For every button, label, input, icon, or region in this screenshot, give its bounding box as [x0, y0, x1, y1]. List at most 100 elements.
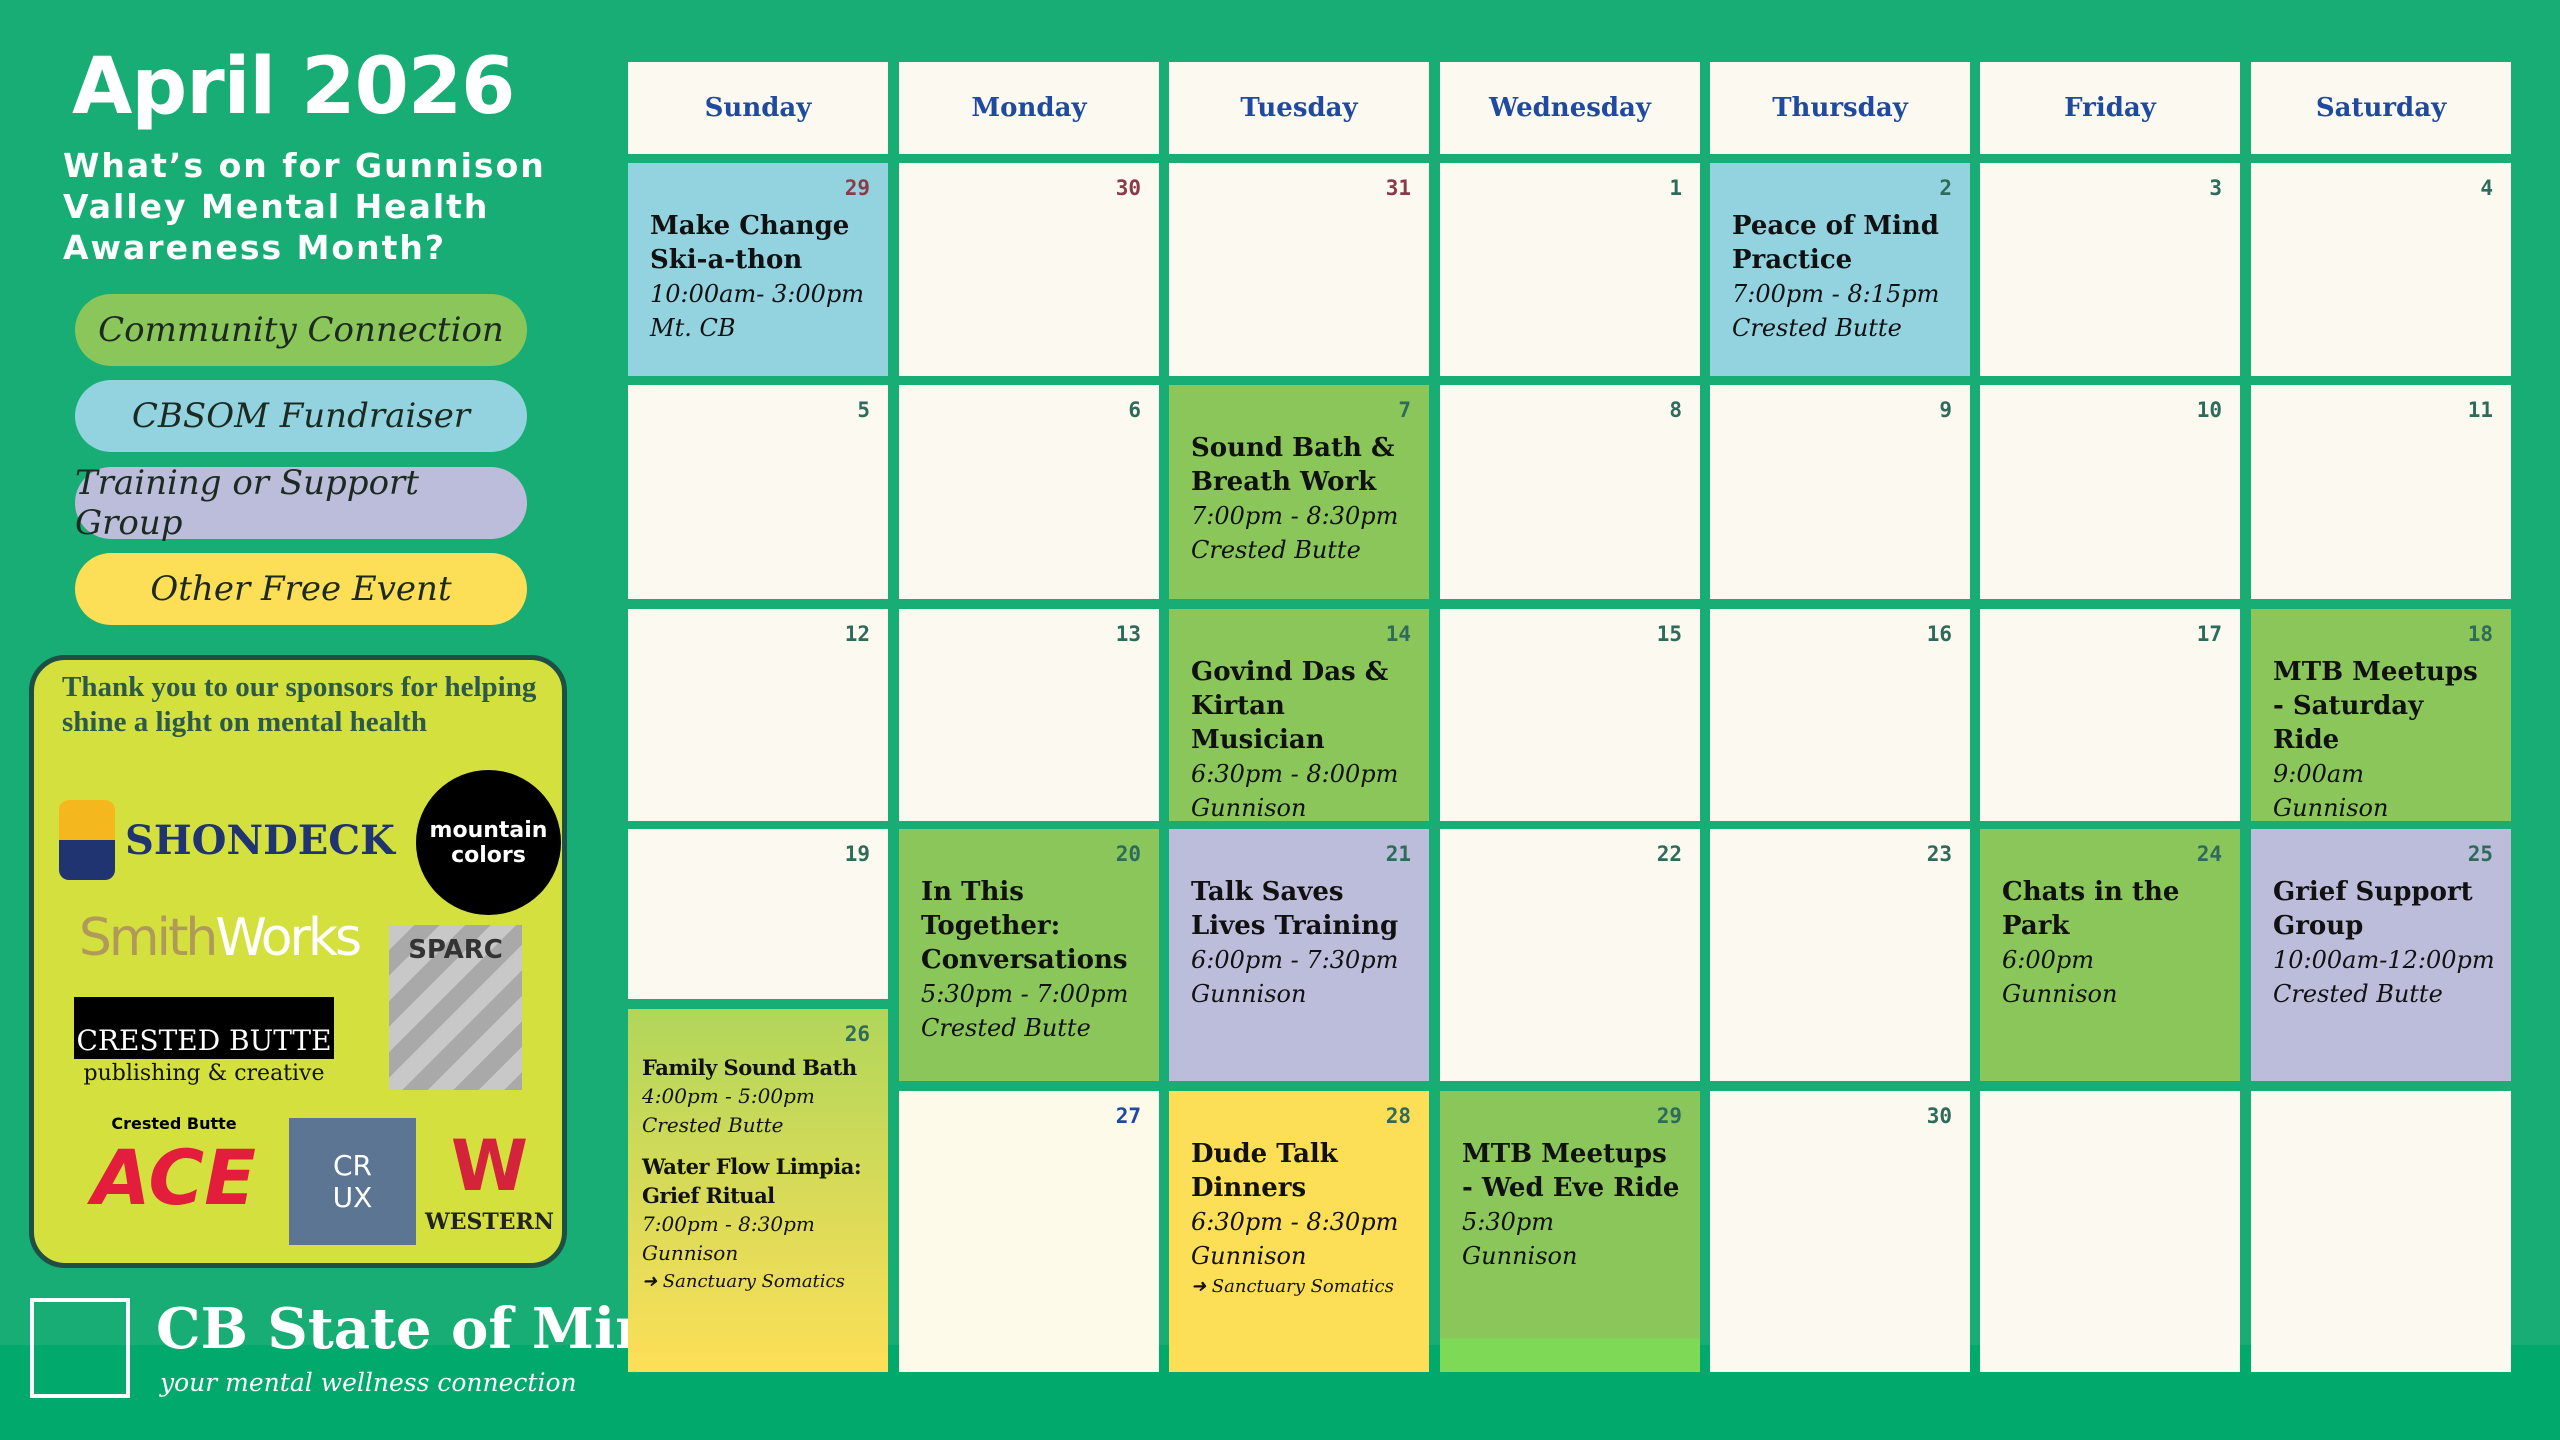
weekday-header: Thursday: [1710, 62, 1970, 154]
calendar-day-cell[interactable]: 5: [628, 385, 888, 599]
page-title: April 2026: [72, 42, 515, 132]
day-number: 27: [1115, 1104, 1141, 1128]
calendar-day-cell[interactable]: 31: [1169, 163, 1429, 376]
event-location: Gunnison: [1191, 794, 1307, 821]
day-number: 6: [1128, 398, 1141, 422]
event-time: 7:00pm - 8:30pm: [642, 1212, 815, 1236]
event-location: Gunnison: [1462, 1242, 1578, 1270]
calendar-day-cell[interactable]: 1: [1440, 163, 1700, 376]
calendar-day-cell[interactable]: 27: [899, 1091, 1159, 1372]
crested-butte-publishing-logo: CRESTED BUTTE publishing & creative: [74, 990, 334, 1095]
day-number: 12: [844, 622, 870, 646]
event-link[interactable]: ➜ Sanctuary Somatics: [1191, 1276, 1394, 1297]
calendar-day-cell[interactable]: 24 Chats in the Park 6:00pm Gunnison: [1980, 829, 2240, 1081]
mountain-colors-logo: mountain colors: [416, 770, 561, 915]
day-number: 13: [1115, 622, 1141, 646]
event-time: 5:30pm: [1462, 1208, 1555, 1236]
calendar-day-cell[interactable]: [2251, 1091, 2511, 1372]
calendar-day-cell[interactable]: 12: [628, 609, 888, 821]
calendar-day-cell[interactable]: 15: [1440, 609, 1700, 821]
calendar-day-cell[interactable]: 14 Govind Das & Kirtan Musician 6:30pm - 8…: [1169, 609, 1429, 821]
calendar-day-cell[interactable]: 4: [2251, 163, 2511, 376]
event-time: 4:00pm - 5:00pm: [642, 1084, 815, 1108]
calendar-event[interactable]: Make Change Ski-a-thon 10:00am- 3:00pm Mt.…: [650, 209, 872, 345]
event-location: Gunnison: [642, 1241, 739, 1265]
calendar-day-cell[interactable]: 16: [1710, 609, 1970, 821]
calendar-day-cell[interactable]: 30: [899, 163, 1159, 376]
day-number: 29: [844, 176, 870, 200]
day-number: 19: [844, 842, 870, 866]
event-location: Crested Butte: [2273, 980, 2443, 1008]
calendar-day-cell[interactable]: 11: [2251, 385, 2511, 599]
calendar-day-cell[interactable]: 26 Family Sound Bath 4:00pm - 5:00pm Creste…: [628, 1009, 888, 1372]
cb-state-of-mind-logo-icon: [30, 1298, 130, 1398]
calendar-event[interactable]: Sound Bath & Breath Work 7:00pm - 8:30pm C…: [1191, 431, 1413, 567]
calendar-day-cell[interactable]: 10: [1980, 385, 2240, 599]
calendar-day-cell[interactable]: 3: [1980, 163, 2240, 376]
day-number: 25: [2467, 842, 2493, 866]
calendar-day-cell[interactable]: 9: [1710, 385, 1970, 599]
calendar-event[interactable]: Family Sound Bath 4:00pm - 5:00pm Crested …: [642, 1053, 878, 1140]
calendar-event[interactable]: Peace of Mind Practice 7:00pm - 8:15pm Cre…: [1732, 209, 1954, 345]
calendar-day-cell[interactable]: 17: [1980, 609, 2240, 821]
calendar-day-cell[interactable]: 30: [1710, 1091, 1970, 1372]
event-time: 7:00pm - 8:30pm: [1191, 502, 1399, 530]
day-number: 11: [2467, 398, 2493, 422]
event-location: Crested Butte: [1191, 536, 1361, 564]
day-number: 21: [1385, 842, 1411, 866]
calendar-day-cell[interactable]: 6: [899, 385, 1159, 599]
event-time: 10:00am-12:00pm: [2273, 946, 2495, 974]
weekday-header: Saturday: [2251, 62, 2511, 154]
calendar-day-cell[interactable]: 7 Sound Bath & Breath Work 7:00pm - 8:30pm…: [1169, 385, 1429, 599]
event-location: Crested Butte: [642, 1113, 784, 1137]
calendar-day-cell[interactable]: 25 Grief Support Group 10:00am-12:00pm Cres…: [2251, 829, 2511, 1081]
day-number: 5: [857, 398, 870, 422]
calendar-event[interactable]: Govind Das & Kirtan Musician 6:30pm - 8:0…: [1191, 655, 1413, 821]
day-number: 29: [1656, 1104, 1682, 1128]
calendar-day-cell[interactable]: 28 Dude Talk Dinners 6:30pm - 8:30pm Gunnis…: [1169, 1091, 1429, 1372]
calendar-day-cell[interactable]: 20 In This Together: Conversations 5:30pm …: [899, 829, 1159, 1081]
calendar-event[interactable]: MTB Meetups - Saturday Ride 9:00am Gunniso…: [2273, 655, 2495, 821]
calendar-event[interactable]: Dude Talk Dinners 6:30pm - 8:30pm Gunnison…: [1191, 1137, 1413, 1301]
event-title: Dude Talk Dinners: [1191, 1139, 1338, 1203]
calendar-day-cell[interactable]: 18 MTB Meetups - Saturday Ride 9:00am Gunni…: [2251, 609, 2511, 821]
calendar-day-cell[interactable]: 2 Peace of Mind Practice 7:00pm - 8:15pm Cr…: [1710, 163, 1970, 376]
day-number: 24: [2196, 842, 2222, 866]
footer-tagline: your mental wellness connection: [160, 1368, 577, 1397]
weekday-header: Friday: [1980, 62, 2240, 154]
calendar-event[interactable]: Talk Saves Lives Training 6:00pm - 7:30pm…: [1191, 875, 1413, 1011]
day-number: 22: [1656, 842, 1682, 866]
day-number: 28: [1385, 1104, 1411, 1128]
weekday-header: Sunday: [628, 62, 888, 154]
calendar-day-cell[interactable]: 29 Make Change Ski-a-thon 10:00am- 3:00pm M…: [628, 163, 888, 376]
event-title: MTB Meetups - Wed Eve Ride: [1462, 1139, 1680, 1203]
calendar-day-cell[interactable]: 8: [1440, 385, 1700, 599]
event-title: MTB Meetups - Saturday Ride: [2273, 657, 2478, 755]
calendar-day-cell[interactable]: 19: [628, 829, 888, 999]
weekday-header: Monday: [899, 62, 1159, 154]
event-title: Sound Bath & Breath Work: [1191, 433, 1395, 497]
event-title: Govind Das & Kirtan Musician: [1191, 657, 1389, 755]
calendar-day-cell[interactable]: [1980, 1091, 2240, 1372]
calendar-day-cell[interactable]: 13: [899, 609, 1159, 821]
calendar-event[interactable]: Chats in the Park 6:00pm Gunnison: [2002, 875, 2224, 1011]
calendar-event[interactable]: Water Flow Limpia: Grief Ritual 7:00pm - …: [642, 1152, 878, 1296]
footer-brand-name: CB State of Mind: [156, 1296, 696, 1362]
legend-item: Training or Support Group: [75, 463, 527, 543]
calendar-event[interactable]: Grief Support Group 10:00am-12:00pm Creste…: [2273, 875, 2495, 1011]
calendar-day-cell[interactable]: 29 MTB Meetups - Wed Eve Ride 5:30pm Gunnis…: [1440, 1091, 1700, 1372]
calendar-day-cell[interactable]: 21 Talk Saves Lives Training 6:00pm - 7:30…: [1169, 829, 1429, 1081]
event-time: 6:30pm - 8:30pm: [1191, 1208, 1399, 1236]
legend-item: CBSOM Fundraiser: [75, 380, 527, 452]
calendar-event[interactable]: In This Together: Conversations 5:30pm - …: [921, 875, 1143, 1045]
calendar-day-cell[interactable]: 22: [1440, 829, 1700, 1081]
event-link[interactable]: ➜ Sanctuary Somatics: [642, 1271, 845, 1292]
sponsors-title: Thank you to our sponsors for helping sh…: [62, 671, 537, 738]
day-number: 17: [2196, 622, 2222, 646]
calendar-day-cell[interactable]: 23: [1710, 829, 1970, 1081]
day-number: 1: [1669, 176, 1682, 200]
western-logo: W WESTERN: [425, 1124, 554, 1235]
event-title: Family Sound Bath: [642, 1055, 857, 1080]
calendar-event[interactable]: MTB Meetups - Wed Eve Ride 5:30pm Gunnison: [1462, 1137, 1684, 1273]
weekday-header: Wednesday: [1440, 62, 1700, 154]
